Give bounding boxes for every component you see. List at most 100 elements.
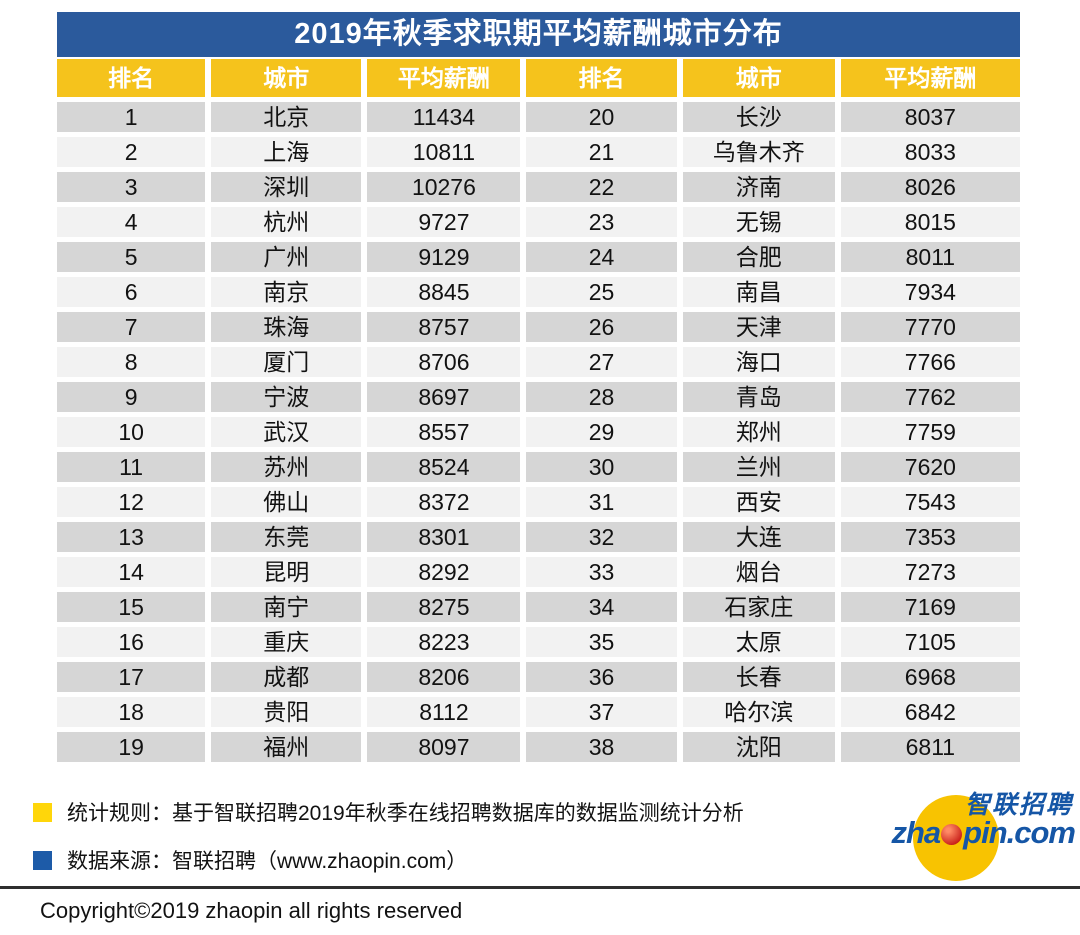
city-cell: 珠海 <box>211 312 362 342</box>
salary-cell: 8372 <box>367 487 521 517</box>
zhaopin-logo: 智联招聘 zha pin.com <box>891 783 1076 883</box>
data-source-note: 数据来源：智联招聘（www.zhaopin.com） <box>33 845 467 875</box>
data-source-text: 数据来源：智联招聘（www.zhaopin.com） <box>67 850 468 873</box>
rank-cell: 10 <box>57 417 206 447</box>
rank-cell: 3 <box>57 172 206 202</box>
column-header-2: 平均薪酬 <box>367 59 521 97</box>
column-header-0: 排名 <box>57 59 206 97</box>
yellow-bullet-icon <box>33 802 52 822</box>
city-cell: 西安 <box>682 487 835 517</box>
salary-cell: 8112 <box>367 697 521 727</box>
city-cell: 兰州 <box>682 452 835 482</box>
city-cell: 成都 <box>211 662 362 692</box>
copyright-text: Copyright©2019 zhaopin all rights reserv… <box>40 898 463 923</box>
rank-cell: 13 <box>57 522 206 552</box>
city-cell: 哈尔滨 <box>682 697 835 727</box>
logo-en-suffix: pin.com <box>963 815 1076 850</box>
salary-cell: 7353 <box>840 522 1020 552</box>
salary-cell: 8026 <box>840 172 1020 202</box>
rank-cell: 20 <box>526 102 677 132</box>
rank-cell: 2 <box>57 137 206 167</box>
salary-cell: 7759 <box>840 417 1020 447</box>
salary-cell: 8706 <box>367 347 521 377</box>
salary-cell: 10811 <box>367 137 521 167</box>
rank-cell: 25 <box>526 277 677 307</box>
footer-separator-line <box>0 886 1080 889</box>
salary-cell: 7762 <box>840 382 1020 412</box>
salary-cell: 8292 <box>367 557 521 587</box>
salary-cell: 7766 <box>840 347 1020 377</box>
salary-cell: 9129 <box>367 242 521 272</box>
salary-cell: 8223 <box>367 627 521 657</box>
rank-cell: 33 <box>526 557 677 587</box>
logo-cn-text: 智联招聘 <box>964 791 1073 819</box>
city-cell: 烟台 <box>682 557 835 587</box>
logo-en-text: zha pin.com <box>891 815 1076 851</box>
logo-red-o-icon <box>941 824 963 845</box>
report-title: 2019年秋季求职期平均薪酬城市分布 <box>57 12 1020 57</box>
city-cell: 广州 <box>211 242 362 272</box>
rank-cell: 26 <box>526 312 677 342</box>
rank-cell: 16 <box>57 627 206 657</box>
salary-cell: 7273 <box>840 557 1020 587</box>
city-cell: 太原 <box>682 627 835 657</box>
rank-cell: 6 <box>57 277 206 307</box>
city-cell: 青岛 <box>682 382 835 412</box>
city-cell: 北京 <box>211 102 362 132</box>
rank-cell: 5 <box>57 242 206 272</box>
salary-cell: 8015 <box>840 207 1020 237</box>
city-cell: 沈阳 <box>682 732 835 762</box>
city-cell: 长春 <box>682 662 835 692</box>
rank-cell: 19 <box>57 732 206 762</box>
city-cell: 重庆 <box>211 627 362 657</box>
rank-cell: 30 <box>526 452 677 482</box>
city-cell: 东莞 <box>211 522 362 552</box>
city-cell: 合肥 <box>682 242 835 272</box>
salary-cell: 7543 <box>840 487 1020 517</box>
rank-cell: 1 <box>57 102 206 132</box>
salary-cell: 8275 <box>367 592 521 622</box>
rank-cell: 22 <box>526 172 677 202</box>
city-cell: 济南 <box>682 172 835 202</box>
city-cell: 南宁 <box>211 592 362 622</box>
rank-cell: 31 <box>526 487 677 517</box>
rank-cell: 4 <box>57 207 206 237</box>
rank-cell: 35 <box>526 627 677 657</box>
rank-cell: 12 <box>57 487 206 517</box>
salary-cell: 8011 <box>840 242 1020 272</box>
rank-cell: 17 <box>57 662 206 692</box>
city-cell: 福州 <box>211 732 362 762</box>
salary-cell: 6842 <box>840 697 1020 727</box>
rank-cell: 23 <box>526 207 677 237</box>
city-cell: 无锡 <box>682 207 835 237</box>
rank-cell: 36 <box>526 662 677 692</box>
city-cell: 深圳 <box>211 172 362 202</box>
rank-cell: 28 <box>526 382 677 412</box>
city-cell: 贵阳 <box>211 697 362 727</box>
column-header-5: 平均薪酬 <box>840 59 1020 97</box>
salary-cell: 7934 <box>840 277 1020 307</box>
city-cell: 天津 <box>682 312 835 342</box>
salary-cell: 11434 <box>367 102 521 132</box>
city-cell: 杭州 <box>211 207 362 237</box>
statistics-rule-text: 统计规则：基于智联招聘2019年秋季在线招聘数据库的数据监测统计分析 <box>67 802 744 825</box>
city-cell: 苏州 <box>211 452 362 482</box>
city-cell: 石家庄 <box>682 592 835 622</box>
rank-cell: 38 <box>526 732 677 762</box>
city-cell: 长沙 <box>682 102 835 132</box>
salary-cell: 7620 <box>840 452 1020 482</box>
rank-cell: 14 <box>57 557 206 587</box>
rank-cell: 27 <box>526 347 677 377</box>
rank-cell: 37 <box>526 697 677 727</box>
city-cell: 大连 <box>682 522 835 552</box>
salary-cell: 6811 <box>840 732 1020 762</box>
rank-cell: 8 <box>57 347 206 377</box>
salary-cell: 8757 <box>367 312 521 342</box>
logo-en-prefix: zha <box>891 815 941 850</box>
blue-bullet-icon <box>33 850 52 870</box>
salary-cell: 8845 <box>367 277 521 307</box>
rank-cell: 9 <box>57 382 206 412</box>
salary-cell: 8037 <box>840 102 1020 132</box>
city-cell: 宁波 <box>211 382 362 412</box>
salary-cell: 8033 <box>840 137 1020 167</box>
